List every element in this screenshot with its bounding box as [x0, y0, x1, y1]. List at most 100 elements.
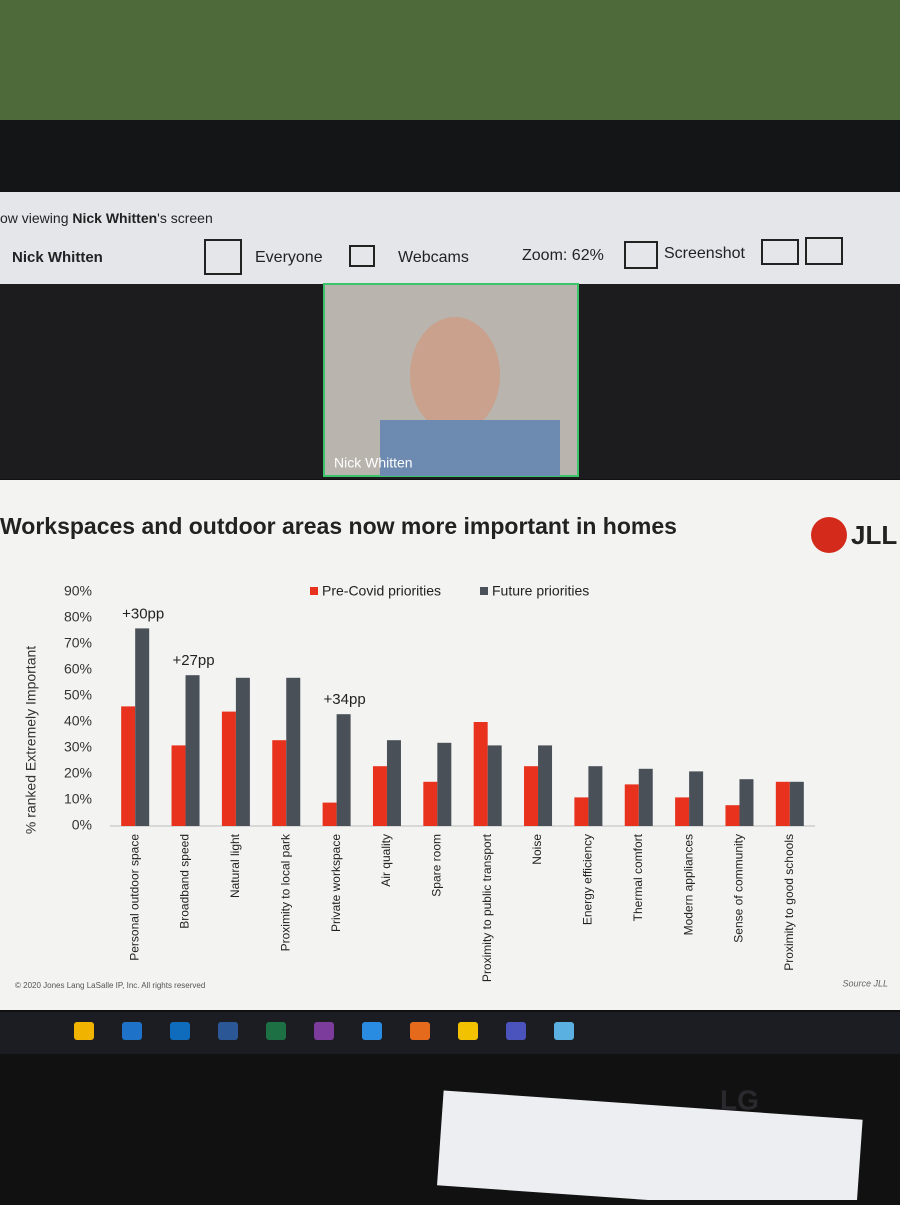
annotation: +30pp [122, 605, 164, 622]
taskbar-icons [74, 1022, 574, 1040]
bar [272, 740, 287, 826]
audience-icon[interactable] [204, 239, 242, 275]
taskbar-icon[interactable] [362, 1022, 382, 1040]
bar [725, 805, 740, 826]
monitor-brand: LG [720, 1084, 759, 1115]
taskbar-icon[interactable] [554, 1022, 574, 1040]
viewing-prefix: ow viewing [0, 210, 68, 226]
y-axis-label: % ranked Extremely Important [23, 646, 39, 834]
x-tick-label: Proximity to public transport [480, 833, 494, 982]
bar [336, 714, 351, 826]
copyright: © 2020 Jones Lang LaSalle IP, Inc. All r… [15, 981, 205, 990]
x-tick-label: Personal outdoor space [127, 834, 141, 961]
bar [235, 677, 250, 826]
bar [588, 766, 603, 826]
legend-swatch [310, 587, 318, 595]
shirt [380, 420, 560, 476]
x-tick-label: Modern appliances [681, 834, 695, 935]
bar [185, 675, 200, 826]
zoom[interactable]: Zoom: 62% [522, 247, 604, 264]
x-tick-label: Energy efficiency [581, 834, 595, 925]
x-tick-label: Natural light [228, 833, 242, 898]
taskbar-icon[interactable] [458, 1022, 478, 1040]
taskbar-icon[interactable] [314, 1022, 334, 1040]
wall [0, 0, 900, 125]
bar [386, 740, 401, 826]
x-tick-label: Spare room [429, 834, 443, 897]
taskbar-icon[interactable] [410, 1022, 430, 1040]
legend-label: Pre-Covid priorities [322, 583, 441, 599]
bar [789, 781, 804, 826]
bar [121, 706, 136, 826]
chart-title: Workspaces and outdoor areas now more im… [0, 513, 677, 539]
bar [221, 711, 236, 826]
x-tick-label: Sense of community [732, 834, 746, 943]
x-tick-label: Proximity to local park [278, 833, 292, 951]
bar [689, 771, 704, 826]
x-tick-label: Noise [530, 834, 544, 865]
bar [171, 745, 186, 826]
y-tick-label: 40% [64, 713, 92, 729]
y-tick-label: 50% [64, 687, 92, 703]
note-paper [437, 1090, 863, 1205]
y-tick-label: 90% [64, 583, 92, 599]
bar [473, 722, 488, 826]
y-tick-label: 60% [64, 661, 92, 677]
taskbar-icon[interactable] [218, 1022, 238, 1040]
bar [437, 742, 452, 826]
bar [775, 781, 790, 826]
bar [524, 766, 539, 826]
y-tick-label: 70% [64, 635, 92, 651]
person [410, 317, 500, 433]
bar [372, 766, 387, 826]
chat-icon[interactable] [761, 239, 799, 265]
taskbar [0, 1012, 900, 1054]
webcam-icon[interactable] [349, 245, 375, 267]
logo: JLL [851, 520, 897, 550]
presenter: Nick Whitten [72, 210, 157, 226]
y-tick-label: 10% [64, 791, 92, 807]
bar [538, 745, 553, 826]
annotation: +34pp [324, 691, 366, 708]
toolbar [0, 192, 900, 284]
bar [322, 802, 337, 826]
x-tick-label: Proximity to good schools [782, 834, 796, 971]
logo-mark [811, 517, 847, 553]
annotation: +27pp [172, 652, 214, 669]
taskbar-icon[interactable] [506, 1022, 526, 1040]
source: Source JLL [842, 978, 888, 988]
viewing-text: ow viewing Nick Whitten's screen [0, 210, 213, 226]
bezel [0, 120, 900, 195]
bar [286, 677, 301, 826]
user-icon[interactable] [805, 237, 843, 265]
x-tick-label: Broadband speed [178, 834, 192, 929]
webcams[interactable]: Webcams [398, 249, 469, 266]
x-tick-label: Private workspace [329, 834, 343, 932]
taskbar-icon[interactable] [170, 1022, 190, 1040]
y-tick-label: 0% [72, 817, 92, 833]
audience[interactable]: Everyone [255, 249, 323, 266]
video-name: Nick Whitten [334, 455, 413, 471]
taskbar-icon[interactable] [266, 1022, 286, 1040]
bar [135, 628, 150, 826]
y-tick-label: 80% [64, 609, 92, 625]
x-tick-label: Air quality [379, 834, 393, 887]
y-tick-label: 30% [64, 739, 92, 755]
bar [675, 797, 690, 826]
bar [638, 768, 653, 826]
taskbar-icon[interactable] [74, 1022, 94, 1040]
screenshot[interactable]: Screenshot [664, 245, 745, 262]
taskbar-icon[interactable] [122, 1022, 142, 1040]
viewing-suffix: 's screen [157, 210, 213, 226]
legend-label: Future priorities [492, 583, 589, 599]
bar [574, 797, 589, 826]
bar [739, 779, 754, 826]
bar [487, 745, 502, 826]
camera-icon[interactable] [624, 241, 658, 269]
host: Nick Whitten [12, 249, 103, 266]
x-tick-label: Thermal comfort [631, 833, 645, 921]
legend-swatch [480, 587, 488, 595]
bar [624, 784, 639, 826]
